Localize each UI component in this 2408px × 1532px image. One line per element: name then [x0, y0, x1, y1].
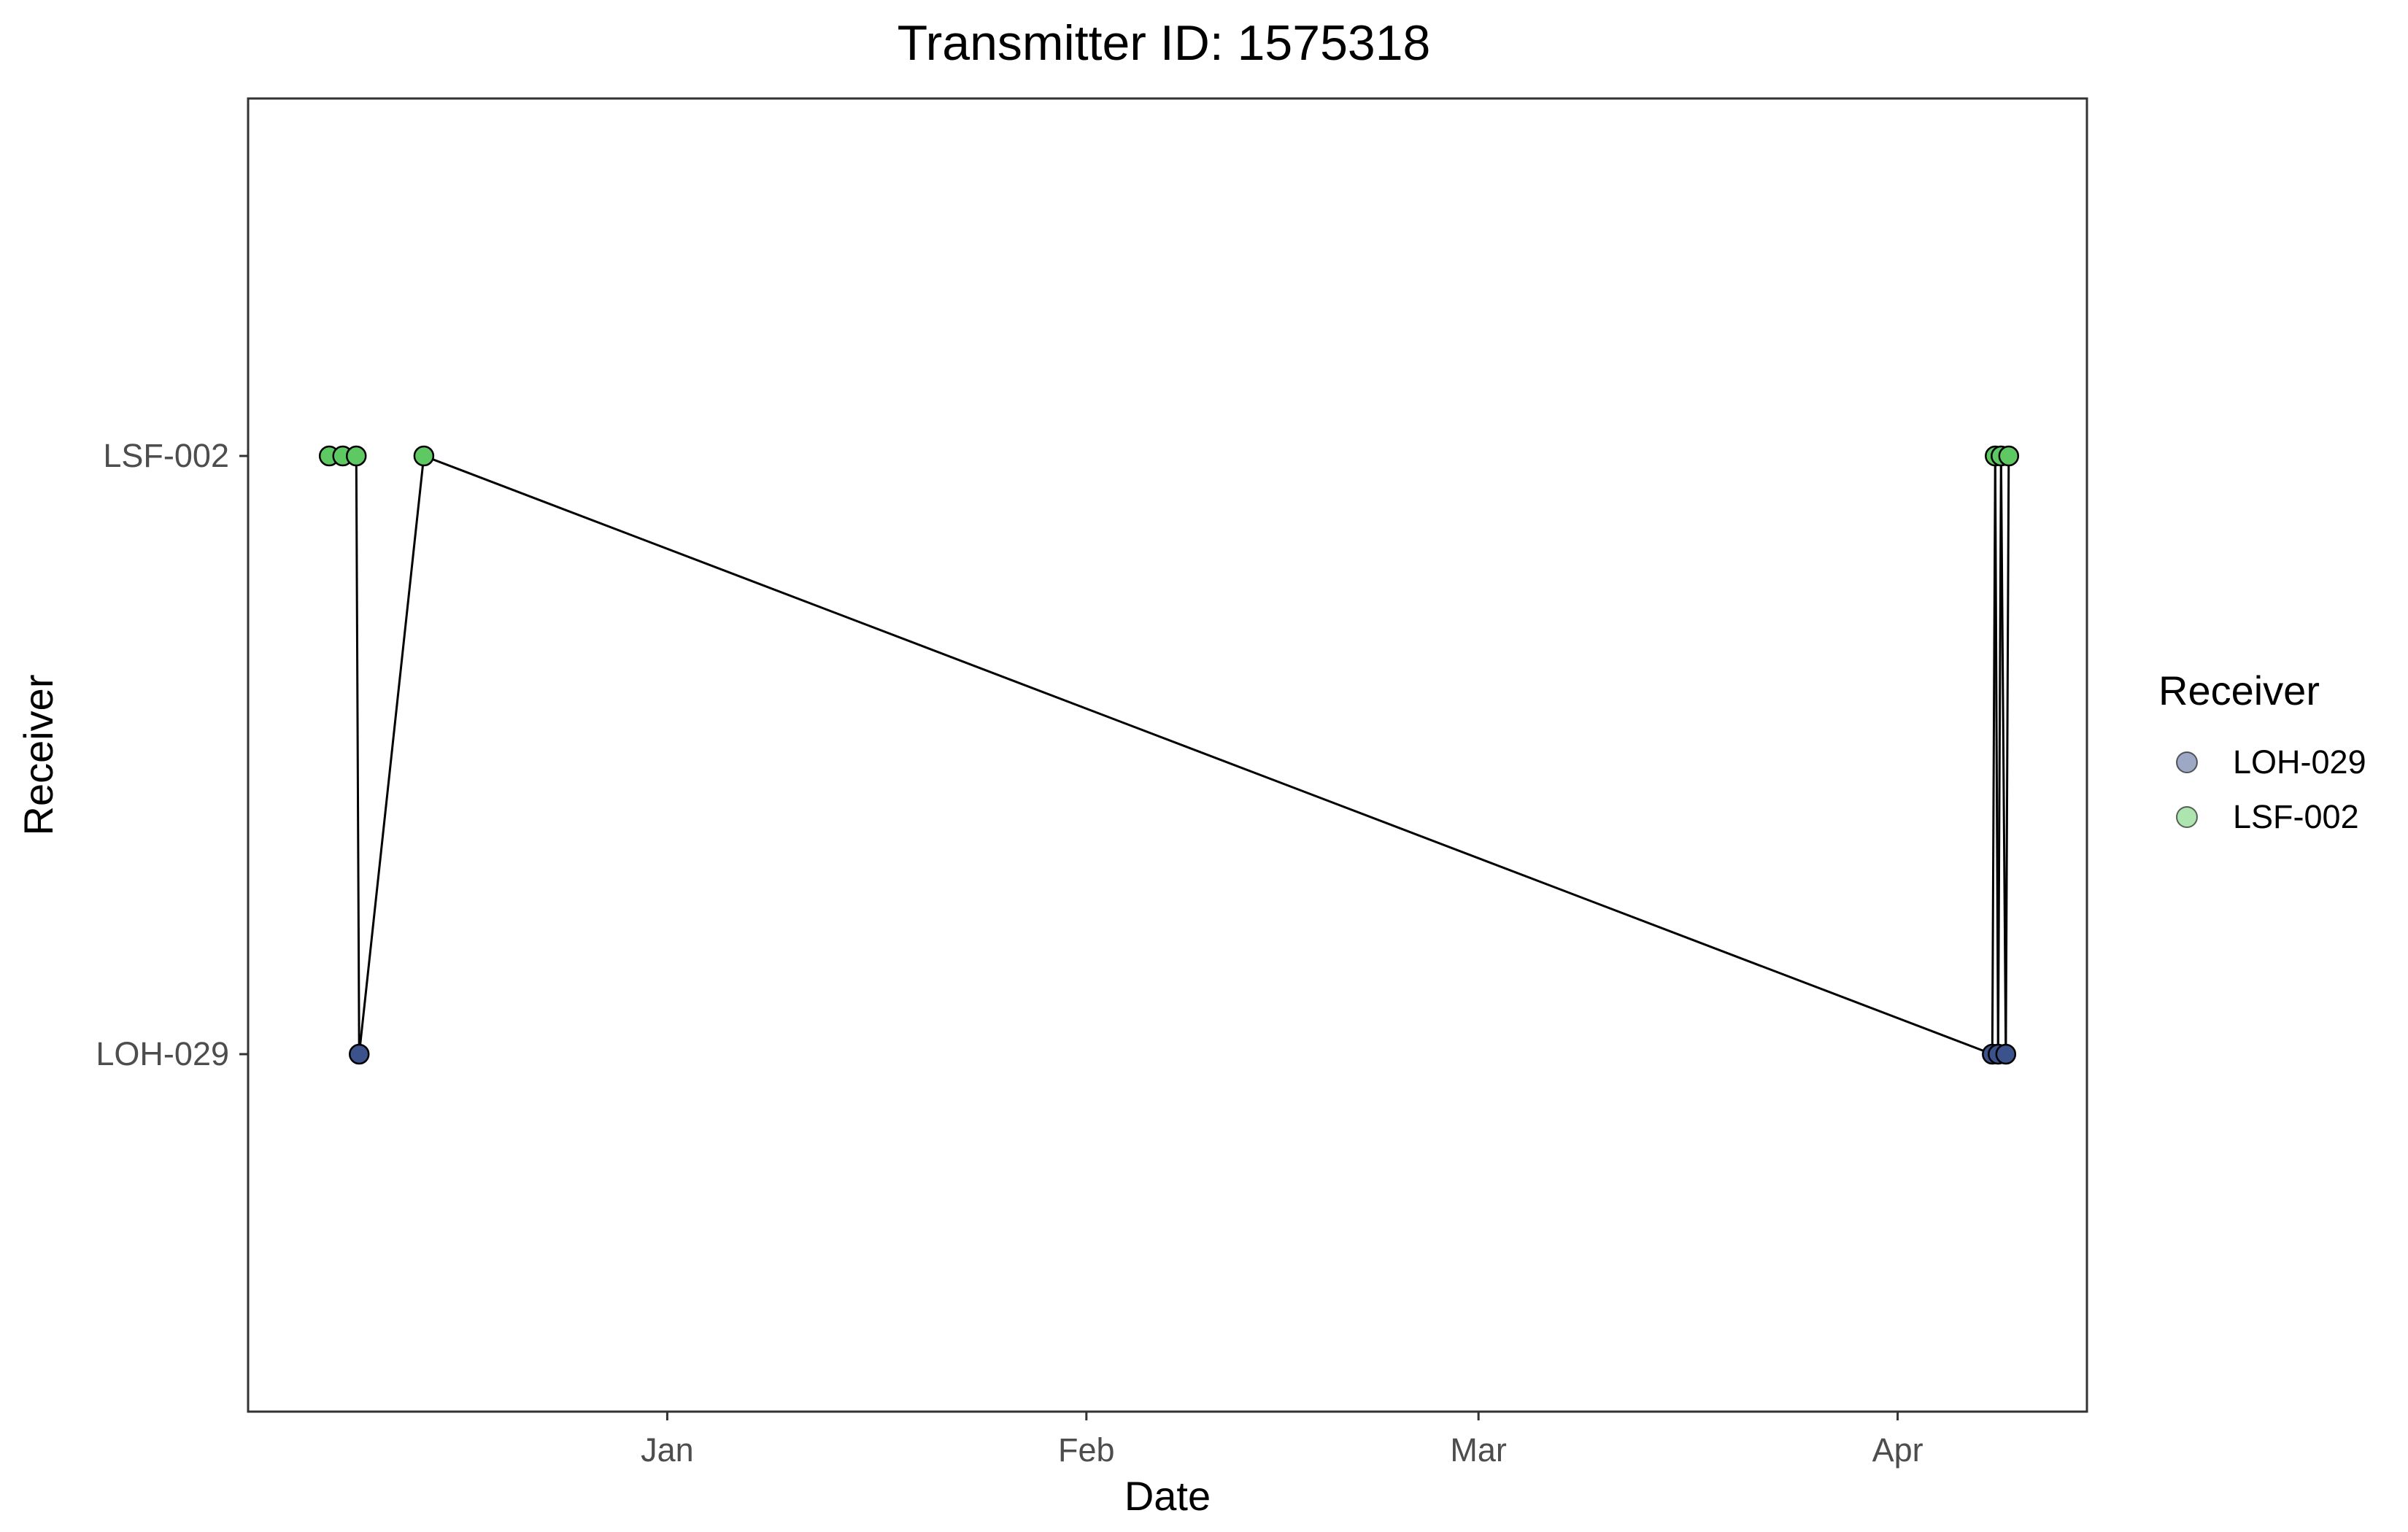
legend-swatch: [2176, 751, 2198, 773]
y-tick-label: LSF-002: [103, 437, 229, 474]
data-point: [345, 445, 367, 467]
legend: Receiver LOH-029 LSF-002: [2158, 668, 2366, 835]
x-axis-title: Date: [1124, 1473, 1211, 1519]
data-point: [413, 445, 435, 467]
connection-line: [358, 455, 425, 1055]
connection-line: [2004, 455, 2010, 1055]
x-axis: Jan Feb Mar Apr: [641, 1412, 1923, 1469]
x-tick-label: Jan: [641, 1431, 694, 1469]
data-point: [348, 1043, 370, 1065]
data-point: [1995, 1043, 2017, 1065]
y-axis: LOH-029 LSF-002: [96, 437, 248, 1072]
plot-panel: [247, 97, 2088, 1413]
y-tick-label: LOH-029: [96, 1035, 229, 1072]
y-axis-title: Receiver: [15, 675, 61, 836]
data-point: [1998, 445, 2020, 467]
chart-title: Transmitter ID: 1575318: [898, 15, 1431, 71]
x-tick-label: Feb: [1058, 1431, 1115, 1469]
data-points: [318, 445, 2020, 1065]
connection-line: [355, 455, 360, 1055]
x-tick-label: Apr: [1872, 1431, 1923, 1469]
connection-line: [423, 454, 1993, 1056]
connection-lines: [329, 454, 2010, 1056]
legend-title: Receiver: [2158, 668, 2320, 713]
legend-swatch: [2176, 806, 2198, 828]
legend-label: LOH-029: [2233, 743, 2366, 781]
x-tick-label: Mar: [1450, 1431, 1507, 1469]
legend-entries: LOH-029 LSF-002: [2176, 743, 2366, 835]
legend-label: LSF-002: [2233, 798, 2359, 835]
connection-line: [1996, 455, 2002, 1055]
connection-line: [1999, 455, 2007, 1055]
